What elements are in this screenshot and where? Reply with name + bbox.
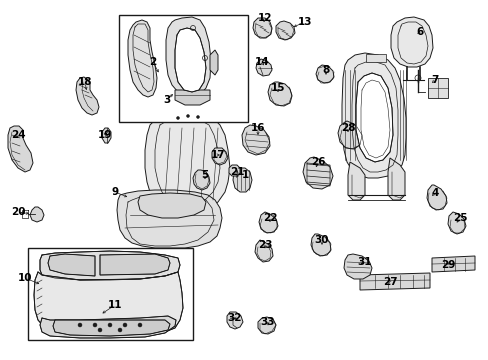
Text: 7: 7	[430, 75, 438, 85]
Polygon shape	[267, 82, 291, 106]
Polygon shape	[343, 254, 371, 279]
Polygon shape	[447, 212, 465, 234]
Circle shape	[98, 328, 102, 332]
Circle shape	[176, 117, 179, 120]
Bar	[119, 15, 247, 122]
Polygon shape	[165, 17, 210, 97]
Polygon shape	[100, 254, 170, 275]
Text: 5: 5	[201, 170, 208, 180]
Text: 14: 14	[254, 57, 269, 67]
Text: 19: 19	[98, 130, 112, 140]
Text: 24: 24	[11, 130, 25, 140]
Text: 29: 29	[440, 260, 454, 270]
Polygon shape	[355, 73, 392, 162]
Polygon shape	[40, 251, 180, 280]
Text: 22: 22	[262, 213, 277, 223]
Text: 13: 13	[297, 17, 312, 27]
Polygon shape	[8, 126, 33, 172]
Text: 12: 12	[257, 13, 272, 23]
Polygon shape	[337, 121, 361, 149]
Text: 18: 18	[78, 77, 92, 87]
Text: 33: 33	[260, 317, 275, 327]
Text: 8: 8	[322, 65, 329, 75]
Text: 30: 30	[314, 235, 328, 245]
Text: 16: 16	[250, 123, 264, 133]
Circle shape	[118, 328, 122, 332]
Polygon shape	[387, 158, 404, 200]
Polygon shape	[209, 50, 218, 75]
Polygon shape	[256, 59, 271, 76]
Bar	[28, 248, 193, 340]
Polygon shape	[390, 17, 432, 67]
Polygon shape	[254, 240, 272, 262]
Bar	[365, 54, 385, 62]
Polygon shape	[315, 65, 333, 83]
Polygon shape	[175, 28, 205, 92]
Text: 20: 20	[11, 207, 25, 217]
Circle shape	[78, 323, 82, 327]
Polygon shape	[34, 272, 183, 337]
Polygon shape	[232, 168, 251, 192]
Polygon shape	[347, 162, 364, 200]
Polygon shape	[359, 273, 429, 290]
Text: 32: 32	[227, 313, 242, 323]
Text: 26: 26	[310, 157, 325, 167]
Polygon shape	[102, 128, 111, 143]
Polygon shape	[228, 165, 240, 176]
Polygon shape	[426, 185, 446, 210]
Polygon shape	[138, 193, 205, 218]
Bar	[427, 78, 447, 98]
Polygon shape	[226, 312, 243, 329]
Polygon shape	[275, 21, 294, 40]
Text: 11: 11	[107, 300, 122, 310]
Polygon shape	[48, 254, 95, 276]
Circle shape	[123, 323, 127, 327]
Polygon shape	[145, 112, 229, 210]
Circle shape	[186, 114, 189, 117]
Text: 27: 27	[382, 277, 397, 287]
Text: 28: 28	[340, 123, 354, 133]
Polygon shape	[252, 18, 271, 38]
Circle shape	[138, 323, 142, 327]
Polygon shape	[310, 234, 330, 256]
Polygon shape	[212, 148, 227, 165]
Text: 6: 6	[415, 27, 423, 37]
Polygon shape	[76, 77, 99, 115]
Text: 1: 1	[241, 170, 248, 180]
Polygon shape	[53, 320, 170, 336]
Polygon shape	[117, 190, 222, 248]
Text: 17: 17	[210, 150, 225, 160]
Polygon shape	[175, 90, 209, 105]
Polygon shape	[259, 212, 278, 233]
Polygon shape	[242, 125, 269, 155]
Text: 21: 21	[229, 167, 244, 177]
Text: 3: 3	[163, 95, 170, 105]
Text: 9: 9	[111, 187, 118, 197]
Text: 25: 25	[452, 213, 467, 223]
Text: 4: 4	[430, 188, 438, 198]
Circle shape	[196, 116, 199, 118]
Circle shape	[93, 323, 97, 327]
Polygon shape	[303, 157, 332, 189]
Text: 23: 23	[257, 240, 272, 250]
Polygon shape	[341, 53, 405, 178]
Text: 31: 31	[357, 257, 371, 267]
Polygon shape	[193, 170, 209, 190]
Text: 10: 10	[18, 273, 32, 283]
Polygon shape	[431, 256, 474, 272]
Polygon shape	[258, 317, 275, 334]
Polygon shape	[40, 316, 176, 338]
Polygon shape	[128, 20, 157, 97]
Polygon shape	[30, 207, 44, 222]
Text: 15: 15	[270, 83, 285, 93]
Circle shape	[108, 323, 112, 327]
Text: 2: 2	[149, 57, 156, 67]
